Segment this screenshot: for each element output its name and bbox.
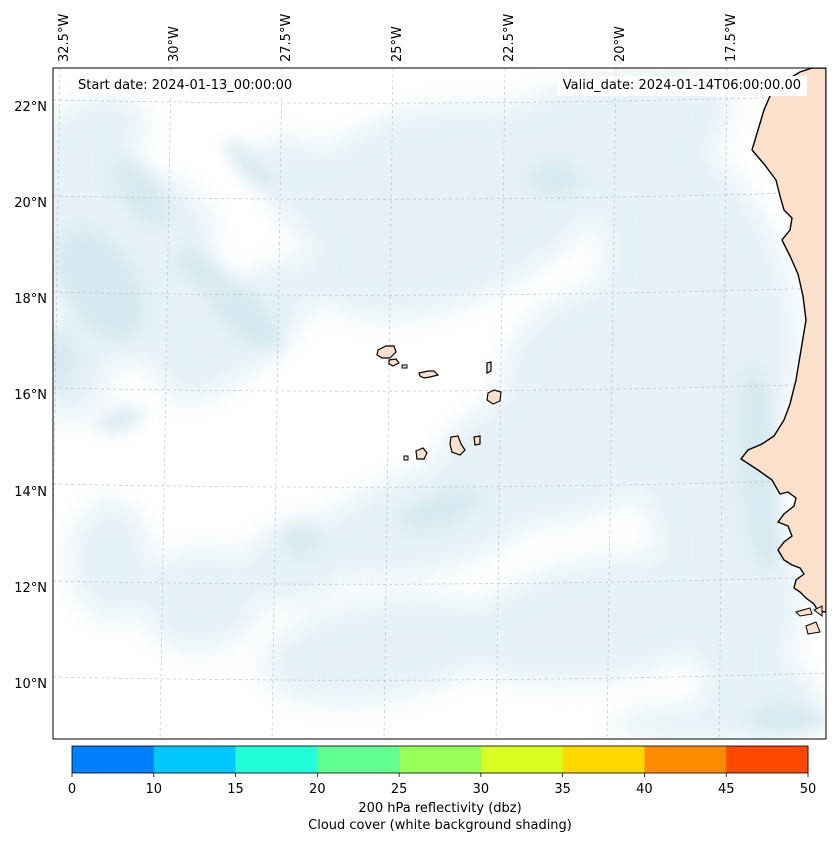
lon-label: 17.5°W bbox=[724, 14, 739, 62]
lon-label: 22.5°W bbox=[502, 14, 517, 62]
cloud-blob bbox=[70, 500, 150, 620]
colorbar-tick-label: 50 bbox=[800, 782, 817, 797]
meridian-line bbox=[606, 68, 617, 739]
lon-label: 27.5°W bbox=[279, 14, 294, 62]
colorbar-label: 200 hPa reflectivity (dbz) bbox=[358, 801, 522, 816]
lon-label: 32.5°W bbox=[57, 14, 72, 62]
lat-label: 14°N bbox=[14, 485, 47, 500]
bissagos-island bbox=[805, 621, 821, 635]
graticule bbox=[53, 68, 826, 739]
cloud-core bbox=[112, 155, 168, 225]
meridian-line bbox=[159, 68, 172, 739]
cloud-core bbox=[223, 138, 277, 192]
colorbar-segment bbox=[153, 746, 237, 773]
colorbar-segment bbox=[726, 746, 809, 773]
lat-label: 20°N bbox=[14, 196, 47, 211]
island-sao-vicente bbox=[388, 358, 400, 367]
lat-label: 22°N bbox=[14, 100, 47, 115]
cloud-core bbox=[53, 332, 74, 388]
island-brava bbox=[403, 455, 409, 461]
parallel-line bbox=[53, 479, 826, 488]
parallel-line bbox=[53, 672, 826, 681]
island-maio bbox=[473, 435, 481, 446]
cloud-core bbox=[402, 491, 478, 529]
valid-date-label: Valid_date: 2024-01-14T06:00:00.00 bbox=[556, 76, 807, 96]
africa-coastline bbox=[739, 68, 826, 613]
island-sal bbox=[486, 361, 492, 374]
parallel-line bbox=[53, 191, 826, 200]
bissagos-island bbox=[795, 607, 813, 617]
cloud-core bbox=[178, 248, 282, 352]
lat-label: 18°N bbox=[14, 292, 47, 307]
colorbar-tick-label: 0 bbox=[68, 782, 76, 797]
cloud-core bbox=[57, 230, 143, 340]
island-boa-vista bbox=[486, 389, 502, 405]
lat-label: 10°N bbox=[14, 677, 47, 692]
lat-label: 16°N bbox=[14, 388, 47, 403]
parallel-line bbox=[53, 383, 826, 392]
colorbar-segment bbox=[644, 746, 727, 773]
cloud-core bbox=[531, 164, 579, 192]
colorbar-tick-label: 15 bbox=[227, 782, 244, 797]
island-sao-nicolau bbox=[418, 370, 440, 379]
colorbar-sublabel: Cloud cover (white background shading) bbox=[308, 818, 572, 833]
parallel-line bbox=[53, 287, 826, 296]
longitude-labels: 32.5°W 30°W 27.5°W 25°W 22.5°W 20°W 17.5… bbox=[57, 14, 739, 62]
island-santa-luzia bbox=[401, 364, 408, 369]
colorbar: 0 10 15 20 25 30 35 40 45 50 bbox=[68, 745, 817, 797]
colorbar-tick-label: 25 bbox=[391, 782, 408, 797]
cloud-core bbox=[750, 706, 826, 734]
colorbar-tick-label: 35 bbox=[554, 782, 571, 797]
map-frame bbox=[52, 67, 827, 740]
colorbar-segment bbox=[399, 746, 482, 773]
island-santo-antao bbox=[376, 345, 397, 359]
lat-label: 12°N bbox=[14, 581, 47, 596]
cloud-cover-layer bbox=[53, 69, 826, 739]
cloud-blob bbox=[256, 136, 384, 264]
cloud-blob bbox=[610, 707, 790, 739]
colorbar-segment bbox=[317, 746, 400, 773]
colorbar-segment bbox=[72, 746, 155, 773]
cloud-blob bbox=[140, 549, 260, 651]
parallel-line bbox=[53, 95, 826, 104]
cloud-core bbox=[282, 526, 318, 554]
colorbar-tick-label: 20 bbox=[309, 782, 326, 797]
meridian-line bbox=[495, 68, 506, 739]
lon-label: 25°W bbox=[390, 26, 405, 62]
cloud-blob bbox=[261, 596, 499, 704]
meridian-line bbox=[383, 68, 394, 739]
island-fogo bbox=[415, 447, 428, 460]
start-date-label: Start date: 2024-01-13_00:00:00 bbox=[72, 76, 299, 96]
colorbar-tick-label: 10 bbox=[146, 782, 163, 797]
cloud-blob bbox=[241, 517, 359, 603]
colorbar-segment bbox=[480, 746, 564, 773]
land-layer bbox=[739, 68, 826, 635]
colorbar-tick-label: 45 bbox=[718, 782, 735, 797]
colorbar-tick-label: 30 bbox=[473, 782, 490, 797]
cloud-core bbox=[96, 405, 144, 435]
cape-verde-islands bbox=[376, 345, 502, 461]
island-santiago bbox=[449, 435, 466, 456]
lon-label: 30°W bbox=[167, 26, 182, 62]
meridian-line bbox=[718, 68, 728, 739]
latitude-labels: 22°N 20°N 18°N 16°N 14°N 12°N 10°N bbox=[14, 100, 47, 692]
meridian-line bbox=[271, 68, 283, 739]
bissagos-island bbox=[813, 605, 823, 617]
colorbar-segment bbox=[562, 746, 645, 773]
colorbar-tick-label: 40 bbox=[636, 782, 653, 797]
cloud-blob bbox=[461, 556, 739, 684]
parallel-line bbox=[53, 576, 826, 585]
colorbar-segment bbox=[235, 746, 318, 773]
lon-label: 20°W bbox=[613, 26, 628, 62]
colorbar-outline bbox=[71, 745, 809, 774]
